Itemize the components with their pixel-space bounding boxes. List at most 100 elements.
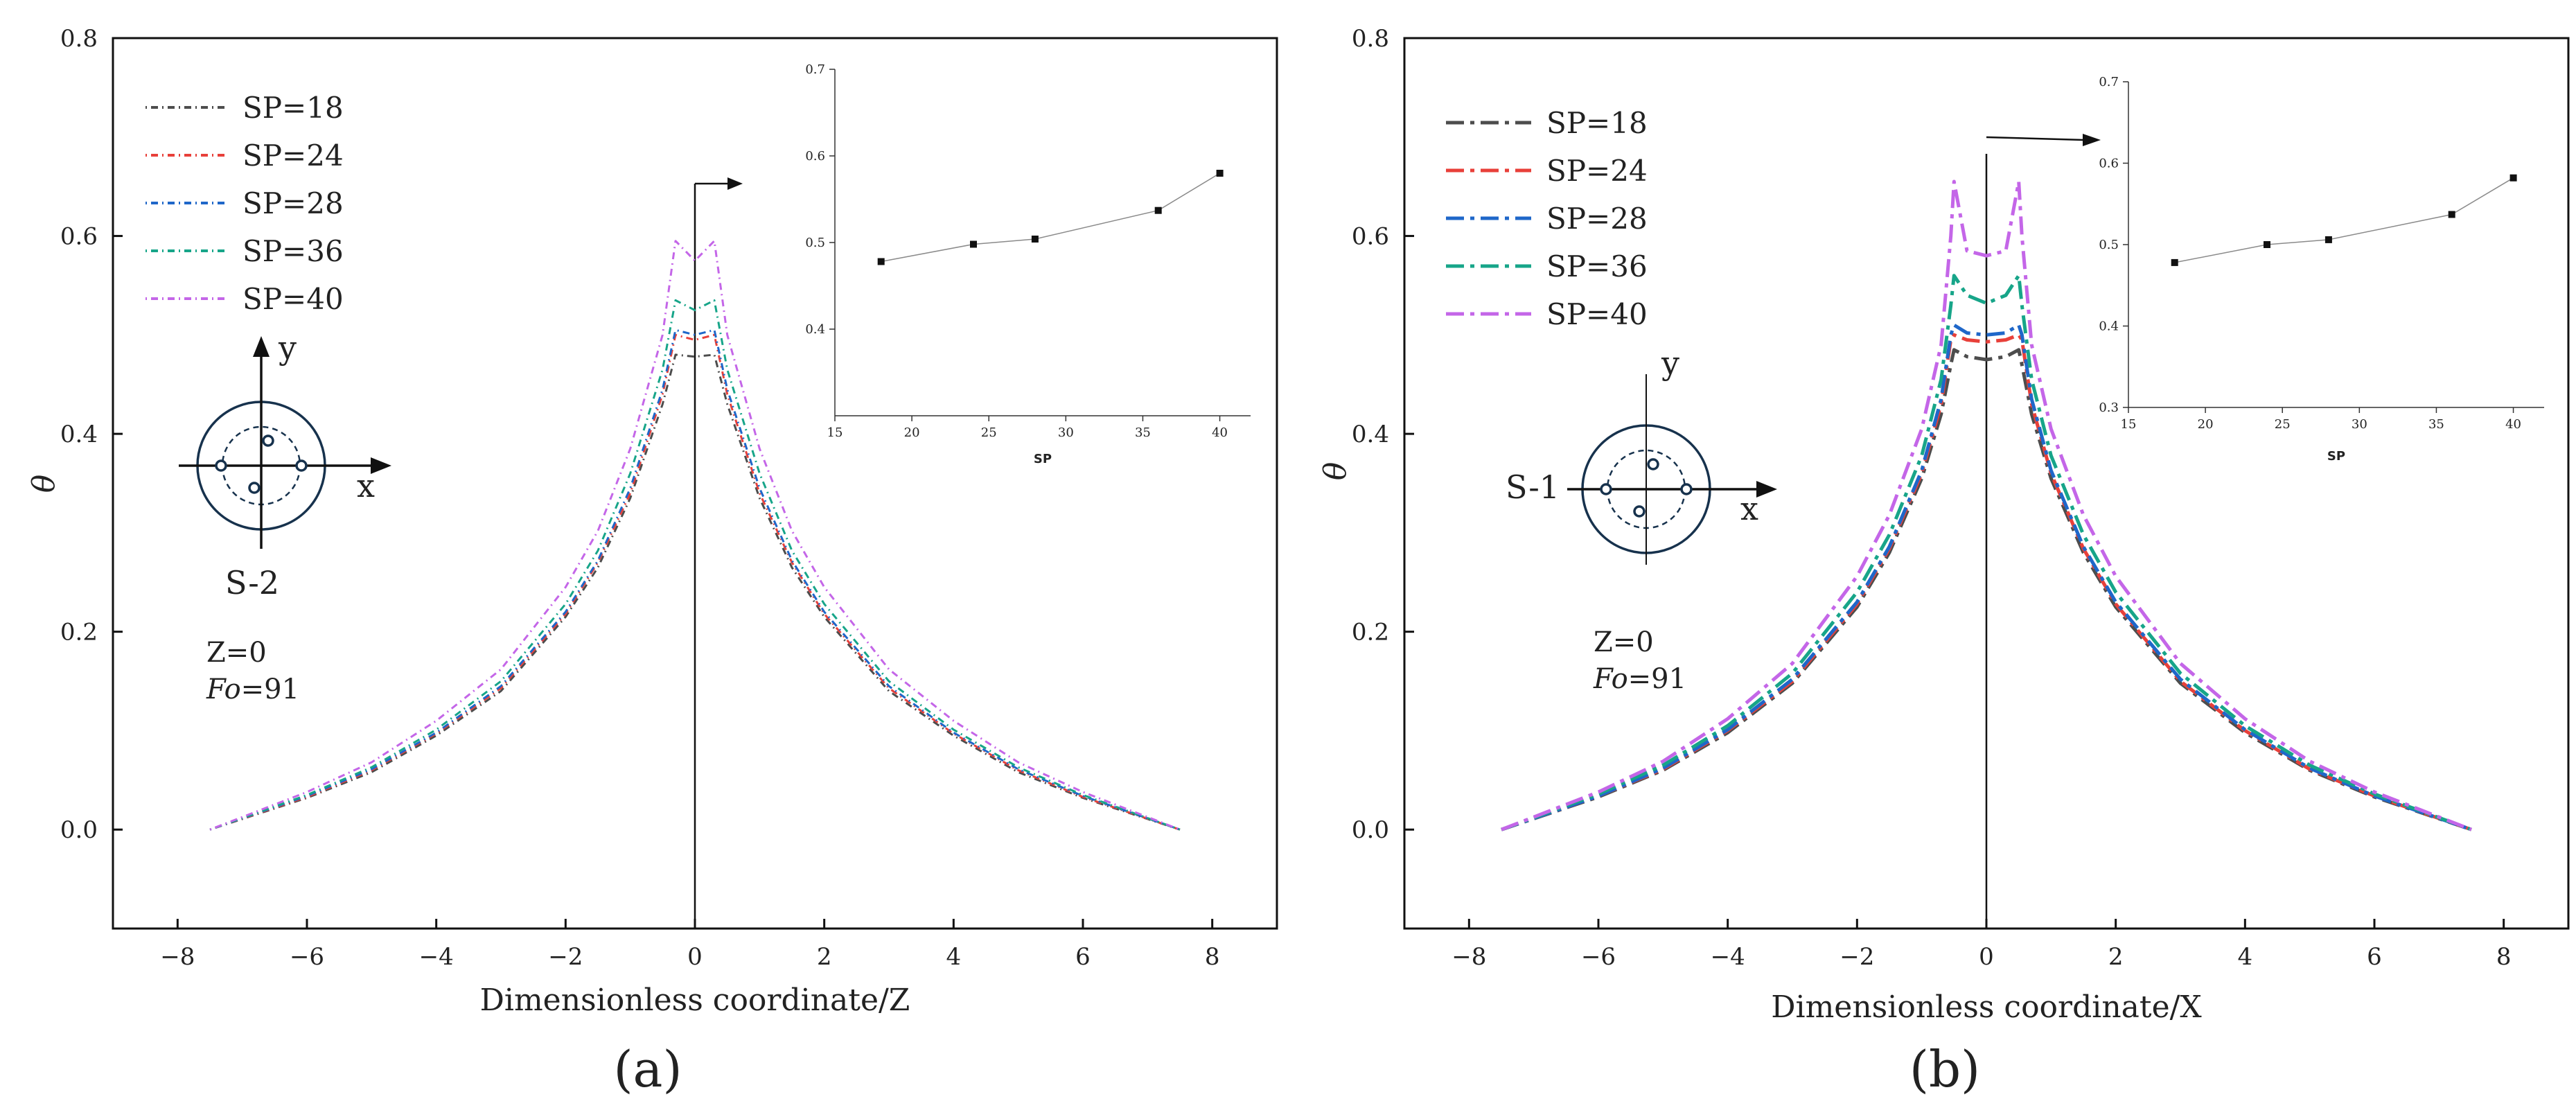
panel-b-label: (b) bbox=[1909, 1040, 1980, 1098]
panel-a-cross-section-sketch: x y S-2 bbox=[179, 329, 391, 601]
panel-a-series bbox=[209, 240, 1181, 831]
panel-b-fo-symbol: Fo bbox=[1593, 663, 1628, 695]
panel-a-legend: SP=18 SP=24 SP=28 SP=36 SP=40 bbox=[145, 91, 344, 316]
panel-a-inset-x-ticks: 15 20 25 30 35 40 bbox=[827, 416, 1228, 440]
panel-a-inset-x-tick-label: 35 bbox=[1135, 425, 1151, 440]
panel-a-inset-y-tick-label: 0.7 bbox=[805, 62, 825, 77]
panel-b-inset-y-tick-label: 0.7 bbox=[2099, 75, 2119, 89]
panel-a-fo-value: =91 bbox=[241, 674, 299, 705]
panel-b-inset-x-tick-label: 15 bbox=[2121, 417, 2137, 432]
panel-b-x-tick-label: 4 bbox=[2238, 943, 2253, 971]
panel-b-inset-x-tick-label: 40 bbox=[2505, 417, 2521, 432]
panel-a-inset-y-ticks: 0.4 0.5 0.6 0.7 bbox=[805, 62, 835, 337]
panel-b-sketch-y-label: y bbox=[1661, 344, 1679, 382]
panel-b-center-arrow bbox=[1986, 136, 2085, 141]
panel-a-y-tick-label: 0.4 bbox=[60, 421, 98, 448]
panel-b-inset-y-tick-label: 0.4 bbox=[2099, 319, 2119, 334]
panel-a-legend-label-sp24: SP=24 bbox=[242, 139, 344, 173]
panel-a-legend-label-sp18: SP=18 bbox=[242, 91, 344, 125]
panel-b-fo-value: =91 bbox=[1628, 663, 1686, 695]
panel-b-inset: 0.3 0.4 0.5 0.6 0.7 15 20 25 30 35 40 SP bbox=[2099, 75, 2544, 464]
panel-b-y-ticks: 0.0 0.2 0.4 0.6 0.8 bbox=[1352, 25, 1414, 844]
panel-a-inset: 0.4 0.5 0.6 0.7 15 20 25 30 35 40 SP bbox=[805, 62, 1251, 466]
panel-b-inset-point-sp18 bbox=[2171, 258, 2178, 266]
panel-b-legend-label-sp18: SP=18 bbox=[1546, 106, 1648, 140]
panel-a-series-sp40 bbox=[209, 240, 1181, 831]
panel-b-condition-z: Z=0 bbox=[1594, 626, 1654, 658]
panel-b-sketch-label: S-1 bbox=[1506, 468, 1560, 506]
panel-b-sketch-hole-bottom bbox=[1633, 505, 1646, 518]
panel-a-sketch-hole-top bbox=[262, 434, 274, 447]
panel-a-y-tick-label: 0.8 bbox=[60, 25, 98, 53]
panel-a-label: (a) bbox=[613, 1040, 682, 1098]
panel-a-legend-label-sp36: SP=36 bbox=[242, 234, 344, 268]
panel-b-inset-y-tick-label: 0.6 bbox=[2099, 157, 2119, 171]
panel-a-x-tick-label: 2 bbox=[817, 943, 832, 971]
panel-b-inset-point-sp24 bbox=[2264, 241, 2270, 248]
panel-b-inset-xlabel: SP bbox=[2327, 449, 2345, 464]
panel-b-inset-x-tick-label: 35 bbox=[2428, 417, 2444, 432]
panel-a-x-tick-label: −2 bbox=[548, 943, 583, 971]
panel-b-inset-point-sp40 bbox=[2509, 174, 2517, 182]
panel-b-inset-y-tick-label: 0.3 bbox=[2099, 401, 2119, 415]
panel-a-x-tick-label: 8 bbox=[1205, 943, 1220, 971]
panel-a-x-tick-label: 6 bbox=[1075, 943, 1091, 971]
panel-b-x-tick-label: 2 bbox=[2108, 943, 2124, 971]
panel-b-x-tick-label: −2 bbox=[1840, 943, 1874, 971]
panel-a-y-tick-label: 0.0 bbox=[60, 816, 98, 844]
panel-b-y-tick-label: 0.8 bbox=[1352, 25, 1389, 53]
panel-b-y-tick-label: 0.0 bbox=[1352, 816, 1389, 844]
panel-b-sketch-hole-right bbox=[1680, 483, 1693, 495]
panel-a-inset-x-tick-label: 20 bbox=[904, 425, 920, 440]
panel-a-y-tick-label: 0.6 bbox=[60, 223, 98, 251]
panel-a-series-sp18 bbox=[209, 353, 1181, 831]
panel-a-inset-x-tick-label: 15 bbox=[827, 425, 843, 440]
panel-b-series bbox=[1501, 179, 2472, 832]
panel-a-inset-point-sp24 bbox=[970, 240, 977, 248]
panel-b-inset-frame bbox=[2128, 82, 2544, 407]
panel-a-sketch-hole-bottom bbox=[248, 482, 261, 494]
panel-a-x-ticks: −8 −6 −4 −2 0 2 4 6 8 bbox=[160, 919, 1219, 971]
panel-a-inset-x-tick-label: 25 bbox=[981, 425, 997, 440]
panel-a-inset-y-tick-label: 0.4 bbox=[805, 322, 825, 337]
panel-b-inset-x-tick-label: 30 bbox=[2352, 417, 2367, 432]
panel-a-inset-point-sp28 bbox=[1031, 236, 1039, 243]
panel-b-sketch-x-arrowhead bbox=[1756, 481, 1777, 498]
panel-b-sketch-x-label: x bbox=[1740, 490, 1758, 527]
panel-b-x-tick-label: 0 bbox=[1979, 943, 1994, 971]
panel-b-inset-y-ticks: 0.3 0.4 0.5 0.6 0.7 bbox=[2099, 75, 2128, 415]
panel-b-legend-label-sp24: SP=24 bbox=[1546, 154, 1648, 188]
panel-a-sketch-label: S-2 bbox=[225, 564, 279, 601]
panel-a-x-tick-label: −6 bbox=[290, 943, 324, 971]
panel-b-x-axis-label: Dimensionless coordinate/X bbox=[1771, 990, 2202, 1025]
panel-a-x-tick-label: −4 bbox=[419, 943, 454, 971]
panel-b-legend-label-sp40: SP=40 bbox=[1546, 297, 1648, 331]
panel-a-inset-y-tick-label: 0.6 bbox=[805, 149, 825, 164]
panel-b-y-axis-label: θ bbox=[1318, 462, 1353, 481]
panel-a-inset-series bbox=[877, 170, 1224, 265]
panel-a-x-axis-label: Dimensionless coordinate/Z bbox=[480, 983, 910, 1018]
panel-b-series-sp36 bbox=[1501, 274, 2472, 832]
panel-a-series-sp24 bbox=[209, 333, 1181, 831]
panel-a-y-tick-label: 0.2 bbox=[60, 619, 98, 647]
panel-a-sketch-x-label: x bbox=[357, 467, 375, 504]
panel-b-x-tick-label: 6 bbox=[2367, 943, 2382, 971]
panel-a-inset-point-sp36 bbox=[1154, 206, 1162, 214]
panel-a-inset-point-sp18 bbox=[877, 258, 885, 265]
panel-a-inset-frame bbox=[835, 69, 1251, 416]
panel-a-legend-label-sp40: SP=40 bbox=[242, 282, 344, 316]
panel-b-x-tick-label: −6 bbox=[1581, 943, 1616, 971]
panel-b-inset-y-tick-label: 0.5 bbox=[2099, 238, 2119, 252]
panel-b-condition-fo: Fo=91 bbox=[1593, 663, 1686, 695]
panel-b-sketch-hole-left bbox=[1600, 483, 1612, 495]
panel-b-sketch-hole-top bbox=[1647, 458, 1659, 470]
panel-b-inset-x-tick-label: 25 bbox=[2275, 417, 2291, 432]
panel-b: 0.0 0.2 0.4 0.6 0.8 −8 −6 −4 −2 0 2 4 6 8 SP=18 SP=2… bbox=[1318, 25, 2570, 1098]
panel-a-condition-z: Z=0 bbox=[206, 637, 267, 669]
panel-a-inset-y-tick-label: 0.5 bbox=[805, 236, 825, 250]
panel-b-y-tick-label: 0.2 bbox=[1352, 619, 1389, 647]
panel-a-condition-fo: Fo=91 bbox=[206, 674, 299, 705]
panel-a-y-axis-label: θ bbox=[26, 475, 62, 493]
panel-b-series-sp28 bbox=[1501, 323, 2472, 832]
